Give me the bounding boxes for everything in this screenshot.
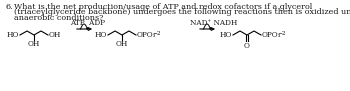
Text: O: O [244, 42, 250, 50]
Text: OH: OH [116, 40, 128, 49]
Text: OPO₃: OPO₃ [137, 31, 156, 39]
Text: −2: −2 [277, 31, 286, 36]
Text: HO: HO [220, 31, 232, 39]
Text: OH: OH [49, 31, 61, 39]
Text: NAD⁺ NADH: NAD⁺ NADH [190, 19, 238, 27]
Text: OPO₃: OPO₃ [262, 31, 281, 39]
Text: HO: HO [7, 31, 19, 39]
Text: −2: −2 [152, 31, 161, 36]
Text: 6.: 6. [5, 3, 13, 11]
Text: What is the net production/usage of ATP and redox cofactors if a glycerol: What is the net production/usage of ATP … [14, 3, 312, 11]
Text: OH: OH [28, 40, 40, 49]
Text: HO: HO [94, 31, 107, 39]
Text: (triaceylglyceride backbone) undergoes the following reactions then is oxidized : (triaceylglyceride backbone) undergoes t… [14, 8, 350, 16]
Text: ATP  ADP: ATP ADP [70, 19, 105, 27]
Text: anaerobic conditions?: anaerobic conditions? [14, 14, 103, 22]
